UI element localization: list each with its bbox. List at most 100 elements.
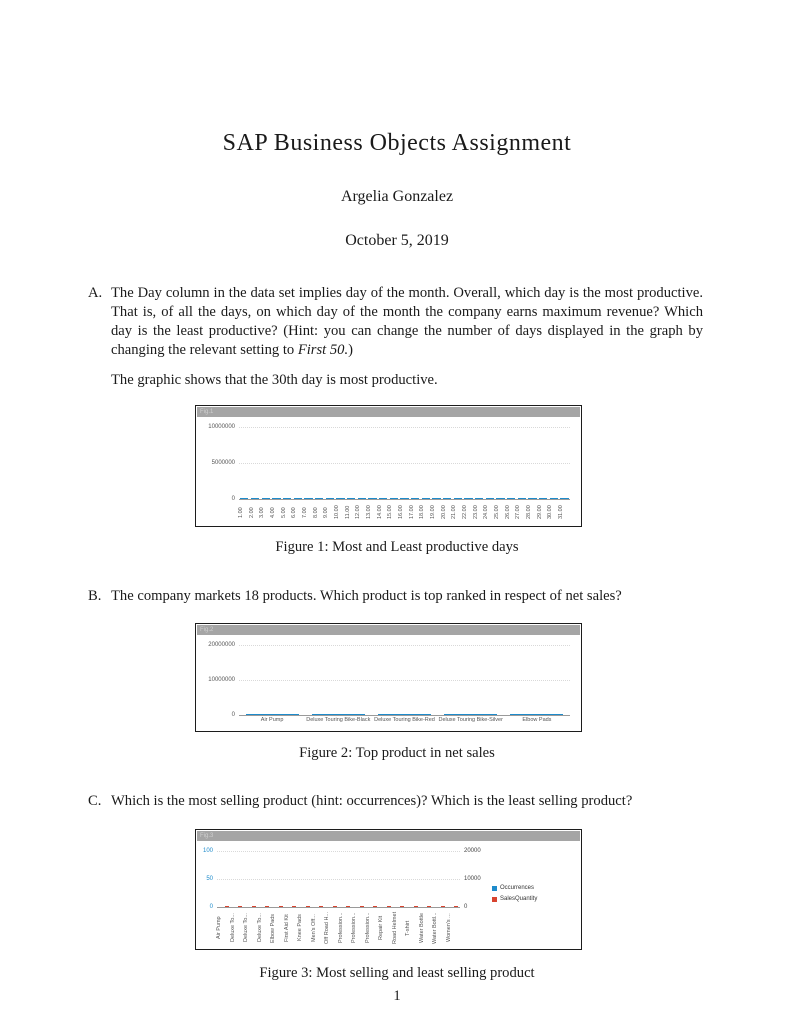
y-axis-tick-label: 5000000 <box>211 459 235 466</box>
bar-product <box>311 713 365 715</box>
bar-slot <box>452 497 463 499</box>
gridline <box>239 426 570 428</box>
x-axis-tick-label: Deluxe To... <box>243 913 249 943</box>
section-a-note: The graphic shows that the 30th day is m… <box>111 371 438 388</box>
figure2-chart-body: 20000000 10000000 0 Air Pump Deluxe Touring … <box>197 642 580 729</box>
bar-group <box>420 905 434 907</box>
y-axis-tick-label: 0 <box>209 903 213 910</box>
x-axis-tick-label: Profession... <box>351 912 357 944</box>
figure-2: Fig.2 20000000 10000000 0 Air Pump Deluxe To… <box>0 622 794 762</box>
gridline <box>217 850 460 852</box>
legend-label: Occurrences <box>500 885 535 892</box>
x-axis-tick-label: Profession... <box>364 912 371 944</box>
bar-salesquantity <box>251 905 256 907</box>
bar-salesquantity <box>427 905 432 907</box>
bar-day-14.00 <box>378 497 388 499</box>
bar-slot <box>239 713 305 715</box>
figure3-caption: Figure 3: Most selling and least selling… <box>259 964 535 981</box>
bar-slot <box>474 497 485 499</box>
figure1-plot-area: 10000000 5000000 0 <box>208 424 570 502</box>
bar-day-3.00 <box>261 497 270 499</box>
x-axis-tick-label: Repair Kit <box>378 915 384 940</box>
bar-day-27.00 <box>517 497 526 499</box>
page-number: 1 <box>393 988 401 1004</box>
bar-slot <box>463 497 474 499</box>
bar-slot <box>239 497 250 499</box>
bar-group <box>447 905 461 907</box>
y-axis-tick-label: 10000 <box>464 875 481 882</box>
bar-day-30.00 <box>549 497 558 499</box>
bar-slot <box>506 497 517 499</box>
document-date: October 5, 2019 <box>345 232 449 249</box>
bar-salesquantity <box>454 905 459 907</box>
bar-day-31.00 <box>560 497 569 499</box>
bar-slot <box>504 713 570 715</box>
bar-slot <box>559 497 570 499</box>
bar-group <box>433 905 447 907</box>
section-a-text: The Day column in the data set implies d… <box>111 284 703 360</box>
section-a-text-after: ) <box>348 341 353 358</box>
bar-slot <box>250 497 261 499</box>
section-a: A. The Day column in the data set implie… <box>88 284 703 360</box>
y-axis-tick-label: 20000 <box>464 847 481 854</box>
bar-slot <box>420 497 431 499</box>
x-axis-tick-label: Deluxe To... <box>256 913 263 943</box>
bar-salesquantity <box>278 905 283 907</box>
bar-day-21.00 <box>453 497 462 499</box>
bar-salesquantity <box>346 905 351 907</box>
bar-group <box>258 905 272 907</box>
figure1-caption: Figure 1: Most and Least productive days <box>275 538 519 555</box>
bar-slot <box>356 497 367 499</box>
bar-slot <box>303 497 314 499</box>
bar-day-7.00 <box>304 497 313 499</box>
figure3-x-axis-labels: Air Pump Deluxe To... Deluxe To... Deluxe T… <box>216 909 460 947</box>
legend-swatch-salesquantity <box>492 896 497 902</box>
figure1-bars <box>239 427 570 499</box>
figure1-chart-image: Fig.1 10000000 5000000 0 1.00 2.00 3.00 4.00 5.… <box>195 404 582 527</box>
x-axis-tick-label: Women's ... <box>445 913 452 943</box>
section-b-label: B. <box>88 587 102 604</box>
x-axis-tick-label: Deluxe Touring Bike-Silver <box>438 716 503 723</box>
bar-slot <box>324 497 335 499</box>
bar-product <box>444 713 498 715</box>
bar-day-5.00 <box>282 497 292 499</box>
bar-salesquantity <box>305 905 310 907</box>
figure-3: Fig.3 100 50 0 20000 10000 0 Air Pump Deluxe To… <box>0 828 794 982</box>
bar-day-29.00 <box>538 497 548 499</box>
bar-slot <box>410 497 421 499</box>
x-axis-tick-label: T-shirt <box>405 920 411 936</box>
x-axis-tick-label: Off Road H... <box>324 911 330 944</box>
bar-day-22.00 <box>464 497 473 499</box>
x-axis-tick-label: Water Bottl... <box>432 911 438 944</box>
section-b: B. The company markets 18 products. Whic… <box>88 587 703 606</box>
bar-slot <box>305 713 371 715</box>
bar-group <box>312 905 326 907</box>
x-axis-tick-label: Men's Off... <box>310 913 317 942</box>
figure2-bars <box>239 645 570 715</box>
y-axis-tick-label: 50 <box>206 875 213 882</box>
bar-slot <box>438 713 504 715</box>
bar-group <box>393 905 407 907</box>
bar-slot <box>442 497 453 499</box>
bar-slot <box>378 497 389 499</box>
bar-day-20.00 <box>442 497 452 499</box>
bar-slot <box>548 497 559 499</box>
bar-slot <box>367 497 378 499</box>
bar-group <box>285 905 299 907</box>
section-a-text-italic: First 50. <box>297 341 349 358</box>
bar-slot <box>292 497 303 499</box>
x-axis-tick-label: Deluxe Touring Bike-Red <box>374 716 435 723</box>
x-axis-tick-label: Elbow Pads <box>270 913 276 943</box>
figure-1: Fig.1 10000000 5000000 0 1.00 2.00 3.00 4.00 5.… <box>0 404 794 556</box>
figure2-x-axis-labels: Air Pump Deluxe Touring Bike-Black Deluxe … <box>239 717 570 729</box>
bar-slot <box>282 497 293 499</box>
figure3-chart-image: Fig.3 100 50 0 20000 10000 0 Air Pump Deluxe To… <box>195 828 582 950</box>
bar-salesquantity <box>359 905 364 907</box>
bar-salesquantity <box>292 905 297 907</box>
bar-product <box>378 713 431 715</box>
bar-day-28.00 <box>528 497 537 499</box>
figure1-chart-header: Fig.1 <box>197 406 580 417</box>
gridline <box>239 679 570 681</box>
legend-swatch-occurrences <box>492 885 497 891</box>
bar-day-13.00 <box>368 497 377 499</box>
